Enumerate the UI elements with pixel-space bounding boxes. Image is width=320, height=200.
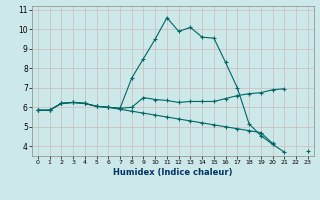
X-axis label: Humidex (Indice chaleur): Humidex (Indice chaleur) <box>113 168 233 177</box>
